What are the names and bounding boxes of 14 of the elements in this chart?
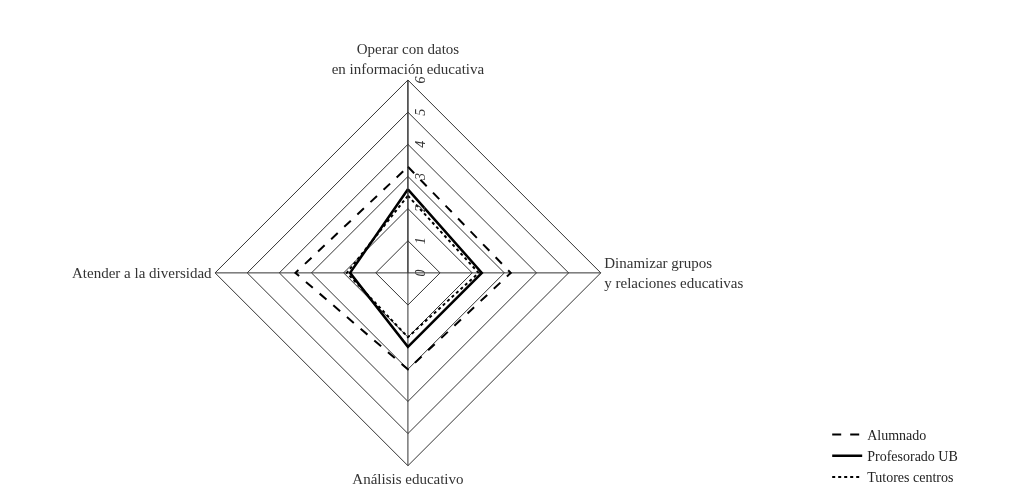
y-tick-label: 1 [413,237,429,245]
spoke-label: Operar con datos en información educativa [331,41,485,77]
y-tick-label: 2 [413,205,429,213]
spoke-label: Dinamizar grupos y relaciones educativas [604,255,744,291]
y-tick-label: 6 [413,76,429,84]
legend-label: Alumnado [867,428,927,444]
y-tick-label: 0 [413,269,429,277]
y-tick-label: 5 [413,108,429,116]
spoke-label: Análisis educativo [352,471,464,488]
legend-label: Profesorado UB [867,449,958,465]
spoke-label: Atender a la diversidad [72,265,213,282]
y-tick-label: 4 [413,140,429,148]
legend-label: Tutores centros [867,470,954,486]
y-tick-label: 3 [413,172,429,181]
